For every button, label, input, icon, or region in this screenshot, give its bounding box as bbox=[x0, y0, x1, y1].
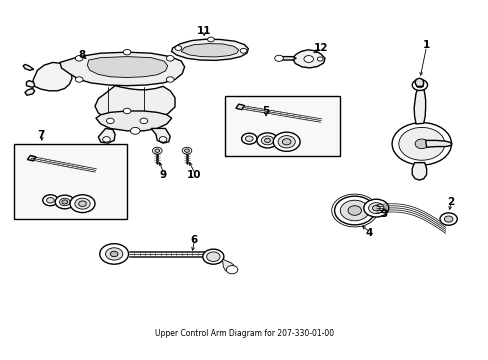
Circle shape bbox=[282, 139, 290, 145]
Circle shape bbox=[414, 139, 427, 149]
Text: 6: 6 bbox=[190, 235, 198, 244]
Circle shape bbox=[166, 77, 174, 82]
Text: Upper Control Arm Diagram for 207-330-01-00: Upper Control Arm Diagram for 207-330-01… bbox=[155, 329, 333, 338]
Circle shape bbox=[42, 195, 58, 206]
Circle shape bbox=[155, 149, 160, 152]
Circle shape bbox=[261, 136, 273, 145]
Polygon shape bbox=[292, 50, 325, 68]
Text: 1: 1 bbox=[422, 40, 429, 50]
Polygon shape bbox=[222, 259, 234, 272]
Text: 3: 3 bbox=[379, 209, 386, 219]
Circle shape bbox=[372, 205, 379, 211]
Circle shape bbox=[264, 138, 270, 143]
Circle shape bbox=[62, 200, 67, 204]
Text: 7: 7 bbox=[37, 130, 44, 140]
Polygon shape bbox=[425, 140, 451, 147]
Text: 4: 4 bbox=[365, 228, 372, 238]
Circle shape bbox=[102, 137, 110, 142]
Text: 8: 8 bbox=[78, 50, 85, 60]
Circle shape bbox=[166, 55, 174, 61]
Circle shape bbox=[182, 147, 191, 154]
Polygon shape bbox=[235, 104, 244, 110]
Polygon shape bbox=[31, 62, 72, 91]
Circle shape bbox=[123, 108, 131, 114]
Polygon shape bbox=[27, 156, 36, 161]
Circle shape bbox=[363, 199, 388, 217]
Circle shape bbox=[75, 55, 83, 61]
Circle shape bbox=[100, 244, 128, 264]
Circle shape bbox=[203, 249, 224, 264]
Circle shape bbox=[439, 213, 456, 225]
Circle shape bbox=[75, 198, 90, 209]
Circle shape bbox=[105, 248, 122, 260]
Circle shape bbox=[317, 57, 323, 61]
Circle shape bbox=[206, 252, 220, 261]
Text: 2: 2 bbox=[446, 197, 453, 207]
Circle shape bbox=[184, 149, 189, 152]
Polygon shape bbox=[98, 129, 115, 143]
Circle shape bbox=[175, 46, 182, 50]
Polygon shape bbox=[87, 57, 167, 77]
Polygon shape bbox=[414, 78, 423, 86]
Text: 5: 5 bbox=[262, 106, 269, 116]
Circle shape bbox=[278, 136, 295, 148]
Circle shape bbox=[110, 251, 118, 257]
Text: 10: 10 bbox=[186, 170, 201, 180]
Circle shape bbox=[334, 196, 374, 225]
Polygon shape bbox=[95, 86, 175, 123]
Polygon shape bbox=[275, 57, 296, 60]
Text: 12: 12 bbox=[313, 43, 328, 53]
Polygon shape bbox=[411, 163, 426, 180]
Circle shape bbox=[273, 132, 300, 151]
Circle shape bbox=[415, 82, 423, 88]
Bar bbox=[15, 144, 127, 219]
Polygon shape bbox=[26, 81, 35, 87]
Circle shape bbox=[55, 195, 74, 209]
Circle shape bbox=[207, 37, 214, 42]
Polygon shape bbox=[23, 64, 34, 70]
Polygon shape bbox=[60, 52, 184, 86]
Circle shape bbox=[140, 118, 147, 123]
Circle shape bbox=[304, 55, 313, 62]
Circle shape bbox=[130, 127, 140, 134]
Circle shape bbox=[106, 118, 114, 123]
Circle shape bbox=[245, 136, 253, 141]
Text: 11: 11 bbox=[196, 26, 211, 36]
Bar bbox=[225, 96, 340, 156]
Circle shape bbox=[159, 137, 166, 142]
Circle shape bbox=[398, 127, 444, 160]
Circle shape bbox=[411, 80, 427, 90]
Circle shape bbox=[226, 266, 237, 274]
Polygon shape bbox=[413, 86, 425, 124]
Circle shape bbox=[340, 200, 368, 221]
Polygon shape bbox=[171, 39, 248, 60]
Circle shape bbox=[391, 123, 450, 165]
Circle shape bbox=[60, 198, 70, 206]
Circle shape bbox=[241, 133, 256, 144]
Circle shape bbox=[70, 195, 95, 212]
Circle shape bbox=[46, 198, 54, 203]
Circle shape bbox=[368, 203, 383, 213]
Polygon shape bbox=[151, 129, 170, 143]
Circle shape bbox=[274, 55, 283, 62]
Polygon shape bbox=[25, 89, 35, 95]
Circle shape bbox=[347, 206, 361, 215]
Circle shape bbox=[75, 77, 83, 82]
Circle shape bbox=[256, 133, 278, 148]
Circle shape bbox=[152, 147, 162, 154]
Text: 9: 9 bbox=[159, 170, 166, 180]
Circle shape bbox=[240, 48, 246, 53]
Circle shape bbox=[123, 49, 131, 55]
Polygon shape bbox=[181, 44, 238, 57]
Circle shape bbox=[444, 216, 452, 222]
Polygon shape bbox=[96, 111, 171, 131]
Circle shape bbox=[79, 201, 86, 206]
